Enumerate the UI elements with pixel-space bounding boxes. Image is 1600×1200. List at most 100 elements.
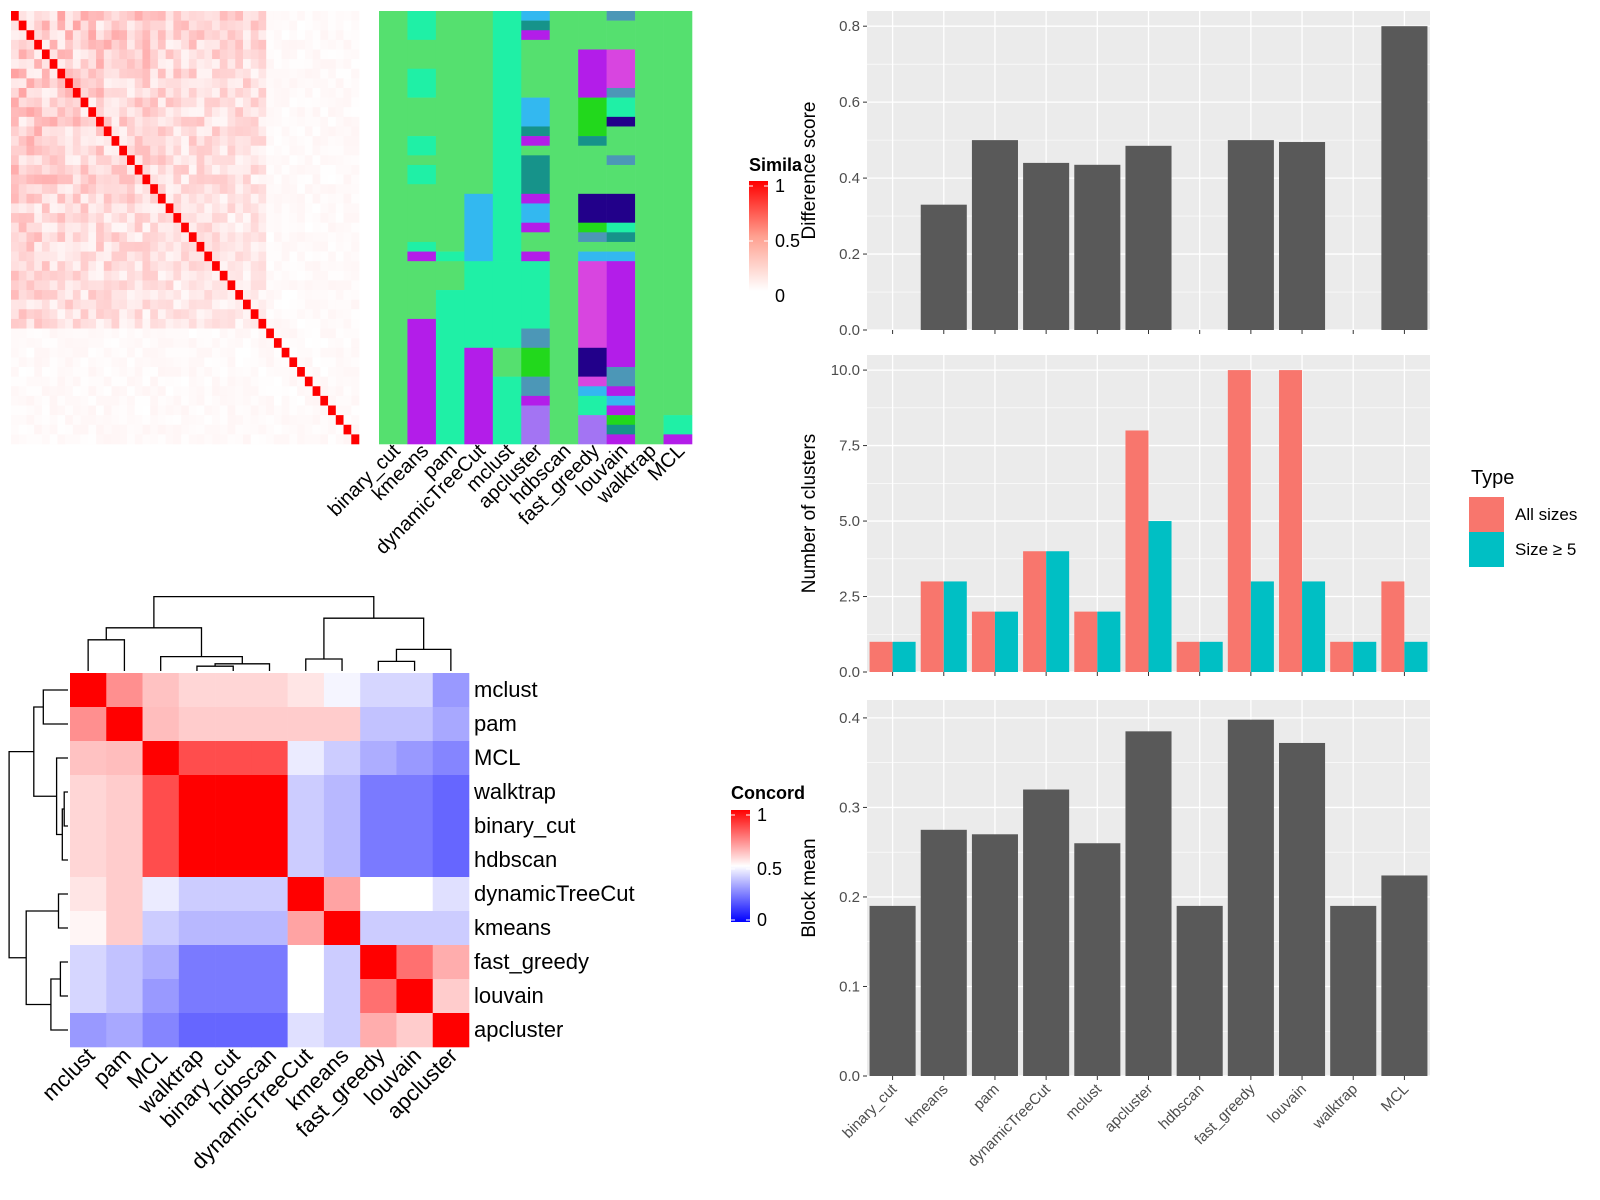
similarity-cell: [351, 68, 360, 79]
similarity-cell: [250, 184, 259, 195]
similarity-cell: [57, 309, 66, 320]
similarity-cell: [80, 39, 89, 50]
similarity-cell: [281, 193, 290, 204]
similarity-cell: [281, 49, 290, 60]
similarity-cell: [72, 270, 81, 281]
similarity-cell: [243, 155, 252, 166]
similarity-cell: [173, 241, 182, 252]
similarity-cell: [320, 30, 329, 41]
concordance-cell: [287, 945, 325, 980]
similarity-cell: [11, 97, 20, 108]
similarity-cell: [18, 87, 27, 98]
similarity-cell: [289, 155, 298, 166]
similarity-cell: [328, 347, 337, 358]
similarity-cell: [57, 270, 66, 281]
similarity-cell: [328, 405, 337, 416]
similarity-cell: [304, 97, 313, 108]
similarity-cell: [88, 376, 97, 387]
similarity-cell: [266, 318, 275, 329]
similarity-cell: [49, 126, 58, 137]
similarity-cell: [65, 136, 74, 147]
similarity-cell: [219, 39, 228, 50]
similarity-cell: [72, 87, 81, 98]
similarity-cell: [119, 357, 128, 368]
similarity-cell: [227, 145, 236, 156]
concordance-cell: [323, 945, 361, 980]
similarity-cell: [142, 367, 151, 377]
similarity-cell: [57, 107, 66, 118]
similarity-cell: [103, 174, 112, 185]
similarity-cell: [65, 39, 74, 50]
similarity-cell: [243, 424, 252, 435]
similarity-cell: [304, 347, 313, 358]
similarity-cell: [134, 107, 143, 118]
similarity-cell: [34, 116, 43, 127]
similarity-cell: [258, 434, 267, 445]
similarity-cell: [181, 78, 190, 89]
similarity-cell: [320, 184, 329, 195]
similarity-cell: [243, 338, 252, 349]
similarity-cell: [111, 434, 120, 445]
similarity-cell: [343, 39, 352, 50]
cluster-label-cell: [435, 290, 465, 445]
similarity-cell: [41, 116, 50, 127]
similarity-cell: [57, 213, 66, 223]
similarity-cell: [219, 309, 228, 320]
concordance-cell: [396, 673, 434, 708]
similarity-cell: [281, 59, 290, 70]
similarity-cell: [57, 222, 66, 233]
bar: [920, 829, 967, 1076]
concordance-cell: [142, 945, 180, 980]
bar: [1250, 581, 1274, 672]
similarity-cell: [142, 107, 151, 118]
similarity-cell: [181, 184, 190, 195]
concordance-cell: [70, 911, 107, 946]
similarity-cell: [142, 59, 151, 70]
similarity-cell: [351, 232, 360, 243]
row-dendrogram-branch: [8, 750, 34, 959]
cluster-label-cell: [407, 318, 437, 445]
similarity-cell: [243, 299, 252, 310]
similarity-cell: [34, 107, 43, 118]
bar: [1381, 875, 1428, 1076]
cluster-label-cell: [578, 241, 607, 252]
similarity-cell: [227, 30, 236, 41]
similarity-cell: [304, 222, 313, 233]
similarity-cell: [41, 136, 50, 147]
similarity-cell: [65, 347, 74, 358]
similarity-cell: [258, 116, 267, 127]
similarity-cell: [204, 299, 213, 310]
similarity-cell: [72, 59, 81, 70]
similarity-cell: [351, 39, 360, 50]
concordance-cell: [70, 741, 107, 776]
similarity-cell: [80, 270, 89, 281]
concordance-cell: [215, 741, 252, 776]
similarity-cell: [335, 203, 344, 214]
similarity-cell: [57, 395, 66, 406]
similarity-cell: [243, 30, 252, 41]
cluster-label-cell: [521, 261, 551, 329]
concordance-cell: [106, 775, 143, 810]
similarity-cell: [289, 145, 298, 156]
similarity-cell: [134, 116, 143, 127]
similarity-cell: [328, 290, 337, 300]
similarity-cell: [219, 184, 228, 195]
similarity-cell: [26, 87, 35, 98]
similarity-cell: [243, 376, 252, 387]
x-tick-label: hdbscan: [1155, 1081, 1207, 1133]
similarity-cell: [196, 20, 205, 31]
similarity-cell: [289, 68, 298, 79]
similarity-cell: [173, 309, 182, 320]
similarity-cell: [88, 136, 97, 147]
similarity-cell: [80, 222, 89, 233]
similarity-cell: [34, 241, 43, 252]
similarity-cell: [165, 290, 174, 300]
similarity-cell: [188, 357, 197, 368]
similarity-cell: [134, 318, 143, 329]
similarity-cell: [297, 357, 306, 368]
concordance-row-label: hdbscan: [474, 847, 557, 872]
similarity-cell: [103, 87, 112, 98]
similarity-cell: [181, 395, 190, 406]
cluster-label-cell: [492, 347, 522, 377]
